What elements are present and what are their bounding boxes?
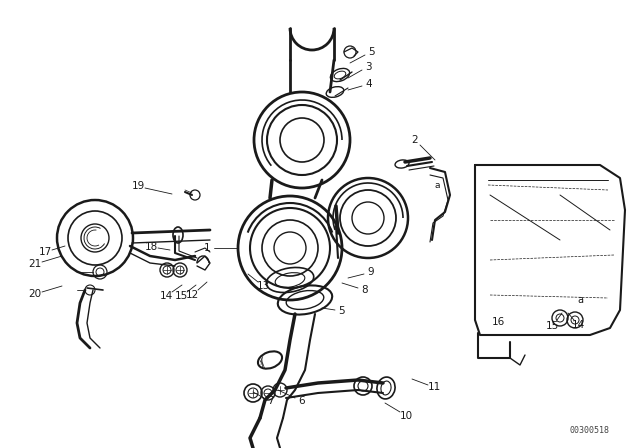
Text: 6: 6 <box>298 396 305 406</box>
Text: 17: 17 <box>38 247 52 257</box>
Text: 14: 14 <box>572 320 585 330</box>
Text: 21: 21 <box>29 259 42 269</box>
Text: 18: 18 <box>145 242 157 252</box>
Text: 3: 3 <box>365 61 371 72</box>
Text: 19: 19 <box>132 181 145 191</box>
Text: 13: 13 <box>257 281 270 291</box>
Text: 9: 9 <box>367 267 374 277</box>
Text: 8: 8 <box>362 285 368 295</box>
Text: a: a <box>577 295 583 305</box>
Text: 5: 5 <box>368 47 374 57</box>
Text: 00300518: 00300518 <box>570 426 610 435</box>
Text: 20: 20 <box>29 289 42 299</box>
Text: 2: 2 <box>412 135 419 145</box>
Text: 15: 15 <box>175 291 188 302</box>
Text: 14: 14 <box>159 291 173 301</box>
Text: 1: 1 <box>204 243 211 253</box>
Text: 15: 15 <box>547 321 559 331</box>
Text: 4: 4 <box>365 79 372 89</box>
Text: 16: 16 <box>492 317 504 327</box>
Text: 12: 12 <box>186 290 200 300</box>
Text: a: a <box>435 181 440 190</box>
Text: 11: 11 <box>428 383 441 392</box>
Text: 7: 7 <box>267 396 273 406</box>
Text: 10: 10 <box>399 411 413 421</box>
Text: 5: 5 <box>339 306 345 316</box>
